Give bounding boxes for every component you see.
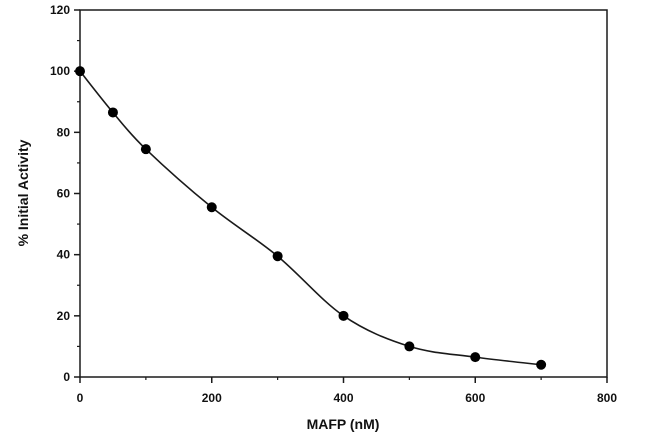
data-point bbox=[272, 251, 283, 262]
x-tick-label: 800 bbox=[597, 391, 617, 405]
x-tick-label: 200 bbox=[202, 391, 222, 405]
data-point bbox=[470, 352, 481, 363]
plot-frame bbox=[79, 9, 608, 378]
y-tick-label: 60 bbox=[57, 187, 71, 201]
y-axis-title: % Initial Activity bbox=[15, 139, 31, 246]
y-tick-label: 80 bbox=[57, 125, 71, 139]
data-point bbox=[338, 310, 349, 321]
data-point bbox=[404, 341, 415, 352]
x-axis: 0 200 400 600 800 bbox=[77, 377, 617, 405]
x-tick-label: 0 bbox=[77, 391, 84, 405]
y-tick-label: 40 bbox=[57, 248, 71, 262]
y-tick-label: 0 bbox=[63, 370, 70, 384]
data-point bbox=[107, 107, 118, 118]
data-point bbox=[75, 66, 85, 77]
data-point bbox=[206, 202, 217, 213]
series-line bbox=[79, 70, 542, 366]
y-axis: 0 20 40 60 80 100 120 bbox=[50, 3, 80, 384]
x-tick-label: 400 bbox=[333, 391, 353, 405]
y-tick-label: 20 bbox=[57, 309, 71, 323]
y-tick-label: 120 bbox=[50, 3, 70, 17]
y-tick-label: 100 bbox=[50, 64, 70, 78]
series-layer bbox=[75, 66, 547, 370]
data-point bbox=[536, 359, 547, 370]
data-point bbox=[140, 144, 151, 155]
x-tick-label: 600 bbox=[465, 391, 485, 405]
x-axis-title: MAFP (nM) bbox=[307, 416, 380, 432]
